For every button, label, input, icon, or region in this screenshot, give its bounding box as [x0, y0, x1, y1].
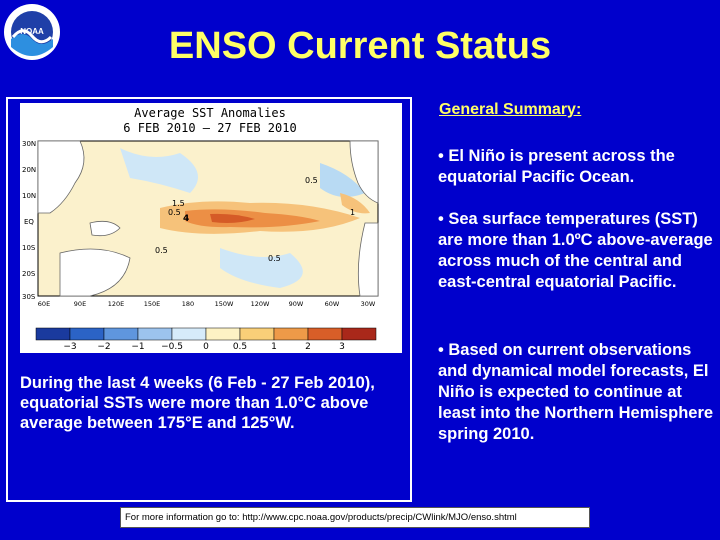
summary-bullet: • Sea surface temperatures (SST) are mor… [438, 210, 713, 291]
lon-label: 30W [361, 300, 376, 308]
contour-label: 4 [183, 214, 189, 224]
lat-label: 30N [22, 140, 36, 148]
cool-anomaly-south [220, 248, 303, 288]
lon-label: 60E [38, 300, 50, 308]
summary-bullet: • Based on current observations and dyna… [438, 341, 714, 443]
lon-label: 90E [74, 300, 86, 308]
colorbar-label: 3 [339, 342, 345, 352]
lat-label: 20N [22, 166, 36, 174]
land-indonesia [89, 220, 121, 237]
land-australia [59, 248, 131, 297]
contour-label: 1 [350, 208, 355, 217]
lon-label: 120E [108, 300, 125, 308]
land-americas-north [349, 140, 379, 204]
colorbar-swatch [35, 327, 71, 341]
lon-label: 150E [144, 300, 161, 308]
contour-label: 0.5 [155, 246, 168, 255]
colorbar-swatch [103, 327, 139, 341]
colorbar-swatch [205, 327, 241, 341]
colorbar-label: −1 [131, 342, 144, 352]
land-americas-south [357, 222, 379, 297]
lon-label: 150W [215, 300, 234, 308]
lon-label: 60W [325, 300, 340, 308]
lon-label: 120W [251, 300, 270, 308]
colorbar-swatch [273, 327, 309, 341]
page-title: ENSO Current Status [168, 25, 552, 67]
colorbar-label: 2 [305, 342, 311, 352]
lat-label: 20S [22, 270, 36, 278]
summary-bullet: • El Niño is present across the equatori… [438, 147, 675, 186]
colorbar-label: 0.5 [233, 342, 247, 352]
summary-heading: General Summary: [439, 101, 582, 118]
colorbar-label: 0 [203, 342, 209, 352]
colorbar-label: −2 [97, 342, 110, 352]
noaa-logo: NOAA [4, 4, 60, 60]
colorbar-label: −0.5 [161, 342, 183, 352]
land-asia [37, 140, 85, 214]
left-panel-frame [6, 97, 412, 502]
lat-label: 30S [22, 293, 36, 301]
colorbar-swatch [171, 327, 207, 341]
lat-label: EQ [24, 218, 34, 226]
contour-label: 0.5 [168, 208, 181, 217]
map-title-line1: Average SST Anomalies [134, 106, 286, 120]
contour-label: 0.5 [305, 176, 318, 185]
map-caption: During the last 4 weeks (6 Feb - 27 Feb … [20, 374, 375, 432]
colorbar-swatch [307, 327, 343, 341]
lon-label: 90W [289, 300, 304, 308]
contour-label: 1.5 [172, 199, 185, 208]
lat-label: 10N [22, 192, 36, 200]
logo-text: NOAA [20, 27, 44, 36]
sst-anomaly-map: Average SST Anomalies 6 FEB 2010 – 27 FE… [20, 103, 402, 353]
lon-label: 180 [182, 300, 194, 308]
warm-anomaly-coast [340, 193, 370, 214]
cool-anomaly-east [320, 163, 365, 197]
colorbar-swatch [137, 327, 173, 341]
cool-anomaly-north [120, 148, 198, 193]
map-title-line2: 6 FEB 2010 – 27 FEB 2010 [123, 121, 296, 135]
colorbar-swatch [239, 327, 275, 341]
colorbar-swatch [69, 327, 105, 341]
colorbar-label: −3 [63, 342, 76, 352]
colorbar-label: 1 [271, 342, 277, 352]
warm-anomaly-peak [210, 213, 255, 223]
contour-label: 0.5 [268, 254, 281, 263]
lat-label: 10S [22, 244, 36, 252]
colorbar [35, 327, 377, 341]
more-info-link[interactable]: For more information go to: http://www.c… [120, 507, 590, 528]
colorbar-swatch [341, 327, 377, 341]
